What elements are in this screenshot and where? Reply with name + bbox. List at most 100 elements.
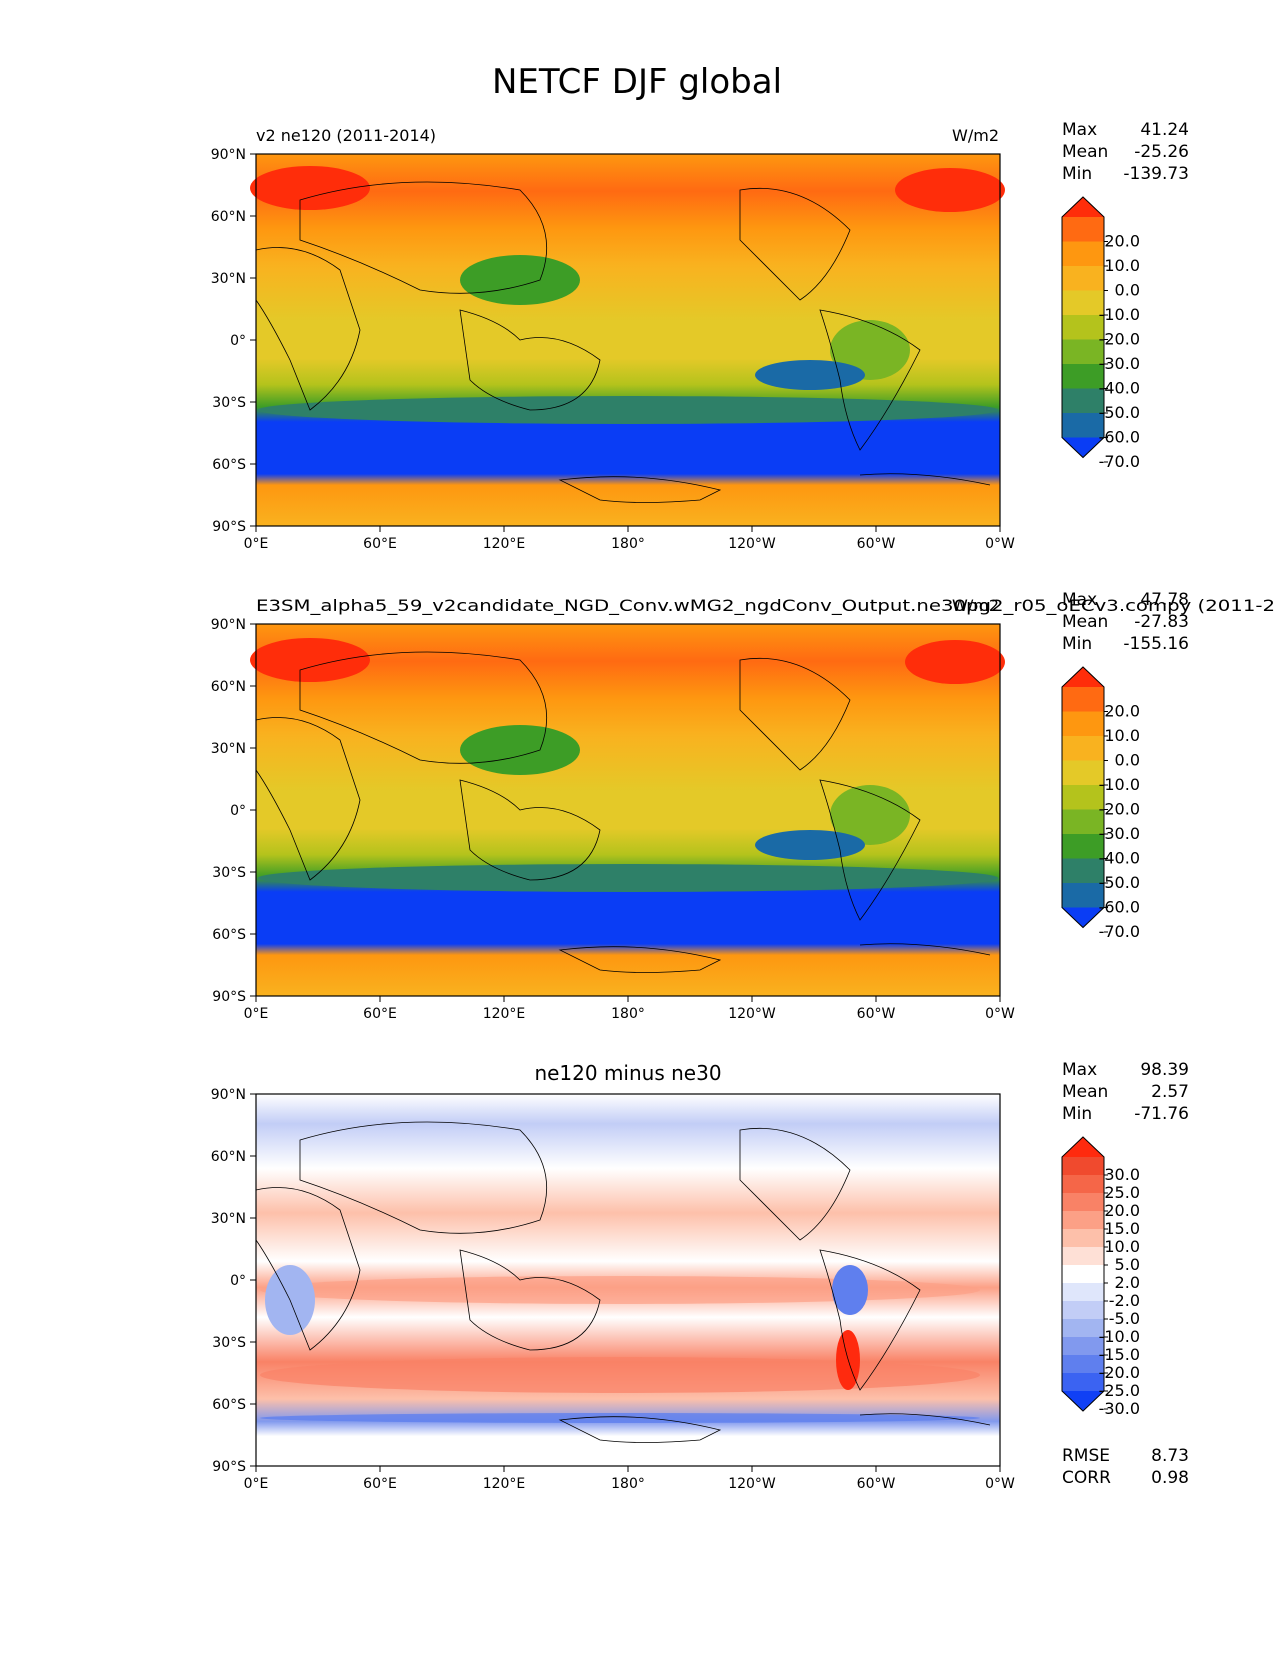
lon-tick-label: 60°W bbox=[857, 1476, 896, 1492]
colorbar-label: -40.0 bbox=[1099, 379, 1140, 398]
panel-test-title-left: v2 ne120 (2011-2014) bbox=[256, 126, 436, 145]
panel-test-sepac bbox=[755, 360, 865, 390]
colorbar-segment bbox=[1062, 339, 1104, 365]
panel-difference-title: ne120 minus ne30 bbox=[534, 1061, 721, 1085]
panel-reference-lat-axis: 90°N 60°N 30°N 0° 30°S 60°S 90°S bbox=[211, 617, 256, 1005]
colorbar-extend-max bbox=[1062, 667, 1104, 687]
colorbar-label: 0.0 bbox=[1115, 751, 1140, 770]
colorbar-segment bbox=[1062, 1319, 1104, 1338]
colorbar-segment bbox=[1062, 1229, 1104, 1248]
panel-difference-metrics: RMSE 8.73 CORR 0.98 bbox=[1062, 1446, 1189, 1488]
lat-tick-label: 60°S bbox=[212, 457, 246, 473]
colorbar-segment bbox=[1062, 1301, 1104, 1320]
lat-tick-label: 0° bbox=[230, 333, 246, 349]
colorbar-label: 20.0 bbox=[1104, 232, 1140, 251]
lat-tick-label: 90°N bbox=[211, 147, 246, 163]
panel-reference-units: W/m2 bbox=[952, 596, 999, 615]
lon-tick-label: 0°E bbox=[244, 1006, 269, 1022]
lat-tick-label: 0° bbox=[230, 1273, 246, 1289]
colorbar-label: 25.0 bbox=[1104, 1183, 1140, 1202]
stat-mean-value: -27.83 bbox=[1134, 612, 1189, 632]
panel-reference-title-left: E3SM_alpha5_59_v2candidate_NGD_Conv.wMG2… bbox=[256, 596, 1275, 616]
panel-reference-greenland-high bbox=[905, 640, 1005, 684]
panel-reference-stats: Max 47.78 Mean -27.83 Min -155.16 bbox=[1062, 590, 1189, 654]
colorbar-segment bbox=[1062, 364, 1104, 389]
panel-difference-amazon-blue bbox=[832, 1265, 868, 1315]
lat-tick-label: 60°S bbox=[212, 1397, 246, 1413]
stat-max-label: Max bbox=[1062, 120, 1097, 140]
lat-tick-label: 30°N bbox=[211, 271, 246, 287]
lat-tick-label: 30°N bbox=[211, 1211, 246, 1227]
lat-tick-label: 60°S bbox=[212, 927, 246, 943]
colorbar-segment bbox=[1062, 315, 1104, 340]
stat-mean-value: -25.26 bbox=[1134, 142, 1189, 162]
panel-reference-amazon bbox=[830, 785, 910, 845]
stat-min-label: Min bbox=[1062, 164, 1092, 184]
stat-max-value: 47.78 bbox=[1140, 590, 1189, 610]
colorbar-label: 5.0 bbox=[1115, 1255, 1140, 1274]
stat-mean-label: Mean bbox=[1062, 142, 1108, 162]
lat-tick-label: 30°S bbox=[212, 865, 246, 881]
colorbar-label: -30.0 bbox=[1099, 824, 1140, 843]
colorbar-label: -20.0 bbox=[1099, 1363, 1140, 1382]
lon-tick-label: 120°W bbox=[728, 1006, 776, 1022]
panel-reference-arctic-high bbox=[250, 638, 370, 682]
colorbar-extend-min bbox=[1062, 437, 1104, 458]
lon-tick-label: 60°E bbox=[363, 1006, 397, 1022]
colorbar-segment bbox=[1062, 1247, 1104, 1266]
lon-tick-label: 60°E bbox=[363, 1476, 397, 1492]
colorbar-label: -60.0 bbox=[1099, 428, 1140, 447]
lon-tick-label: 180° bbox=[611, 1476, 645, 1492]
panel-difference-colorbar: 30.025.020.015.010.05.02.0-2.0-5.0-10.0-… bbox=[1061, 1136, 1140, 1418]
stat-min-value: -139.73 bbox=[1123, 164, 1189, 184]
lat-tick-label: 90°S bbox=[212, 519, 246, 535]
metric-corr-value: 0.98 bbox=[1151, 1468, 1189, 1488]
colorbar-label: -70.0 bbox=[1099, 452, 1140, 471]
colorbar-label: -15.0 bbox=[1099, 1345, 1140, 1364]
panel-reference: E3SM_alpha5_59_v2candidate_NGD_Conv.wMG2… bbox=[211, 590, 1275, 1022]
colorbar-label: 20.0 bbox=[1104, 1201, 1140, 1220]
colorbar-extend-min bbox=[1062, 1391, 1104, 1411]
lat-tick-label: 60°N bbox=[211, 679, 246, 695]
panel-test-coastlines bbox=[255, 181, 991, 503]
panel-difference-map bbox=[255, 1093, 1001, 1467]
panel-test-map bbox=[250, 153, 1005, 527]
lon-tick-label: 120°E bbox=[483, 536, 526, 552]
colorbar-segment bbox=[1062, 809, 1104, 835]
colorbar-label: -10.0 bbox=[1099, 775, 1140, 794]
stat-min-label: Min bbox=[1062, 634, 1092, 654]
lon-tick-label: 60°W bbox=[857, 536, 896, 552]
panel-test-lat-axis: 90°N 60°N 30°N 0° 30°S 60°S 90°S bbox=[211, 147, 256, 535]
colorbar-segment bbox=[1062, 266, 1104, 291]
colorbar-label: 2.0 bbox=[1115, 1273, 1140, 1292]
panel-test-greenland-high bbox=[895, 168, 1005, 212]
panel-difference: ne120 minus ne30 90°N60°N30°N0°30°S60°S9… bbox=[211, 1060, 1189, 1492]
colorbar-label: 10.0 bbox=[1104, 1237, 1140, 1256]
panel-difference-coastlines bbox=[255, 1121, 991, 1443]
colorbar-segment bbox=[1062, 388, 1104, 414]
colorbar-segment bbox=[1062, 1157, 1104, 1176]
panel-test-lon-axis: 0°E 60°E 120°E 180° 120°W 60°W 0°W bbox=[244, 526, 1015, 552]
colorbar-label: -20.0 bbox=[1099, 800, 1140, 819]
metric-corr-label: CORR bbox=[1062, 1468, 1111, 1488]
lat-tick-label: 60°N bbox=[211, 209, 246, 225]
lon-tick-label: 0°E bbox=[244, 1476, 269, 1492]
metric-rmse-value: 8.73 bbox=[1151, 1446, 1189, 1466]
lat-tick-label: 90°S bbox=[212, 989, 246, 1005]
colorbar-label: -70.0 bbox=[1099, 922, 1140, 941]
colorbar-segment bbox=[1062, 217, 1104, 242]
metric-rmse-label: RMSE bbox=[1062, 1446, 1110, 1466]
colorbar-segment bbox=[1062, 1265, 1104, 1284]
panel-reference-colorbar: 20.0 10.0 0.0 -10.0 -20.0 -30.0 -40.0 -50.0 -60.… bbox=[1061, 666, 1140, 941]
stat-min-label: Min bbox=[1062, 1104, 1092, 1124]
lon-tick-label: 0°W bbox=[985, 1476, 1015, 1492]
colorbar-segment bbox=[1062, 1193, 1104, 1212]
panel-test-stats: Max 41.24 Mean -25.26 Min -139.73 bbox=[1062, 120, 1189, 184]
colorbar-segment bbox=[1062, 736, 1104, 761]
colorbar-label: 20.0 bbox=[1104, 702, 1140, 721]
stat-min-value: -155.16 bbox=[1123, 634, 1189, 654]
colorbar-label: -2.0 bbox=[1109, 1291, 1140, 1310]
lat-tick-label: 30°N bbox=[211, 741, 246, 757]
colorbar-label: -40.0 bbox=[1099, 849, 1140, 868]
